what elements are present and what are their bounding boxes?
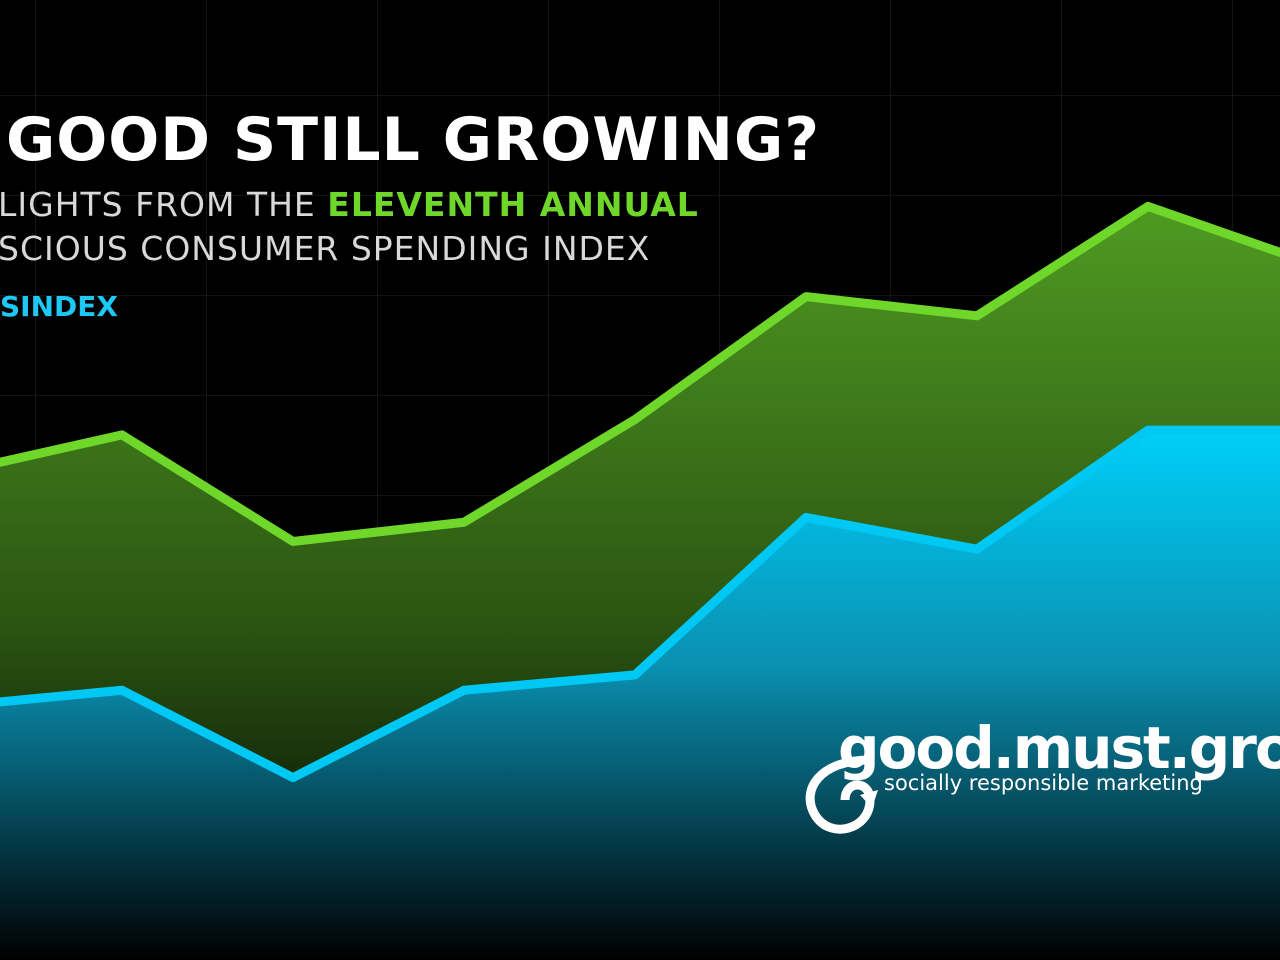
area-line [0, 425, 1280, 783]
logo-tagline: socially responsible marketing [884, 771, 1203, 795]
subtitle: SCIOUS CONSUMER SPENDING INDEX [0, 229, 650, 268]
subtitle-highlight: ELEVENTH ANNUAL [327, 185, 699, 224]
logo-swirl [805, 755, 875, 834]
subtitle: LIGHTS FROM THE ELEVENTH ANNUAL [0, 185, 699, 224]
logo-arrow [860, 790, 878, 808]
subtitle-part: LIGHTS FROM THE [0, 185, 316, 224]
area-line [0, 201, 1280, 546]
logo: good.must.grow socially responsible mark… [805, 714, 1280, 834]
area-fill [0, 430, 1280, 960]
plot [0, 201, 1280, 960]
hashtag: SINDEX [0, 290, 118, 323]
title: GOOD STILL GROWING? [6, 105, 820, 175]
logo-name: good.must.grow [838, 714, 1280, 782]
